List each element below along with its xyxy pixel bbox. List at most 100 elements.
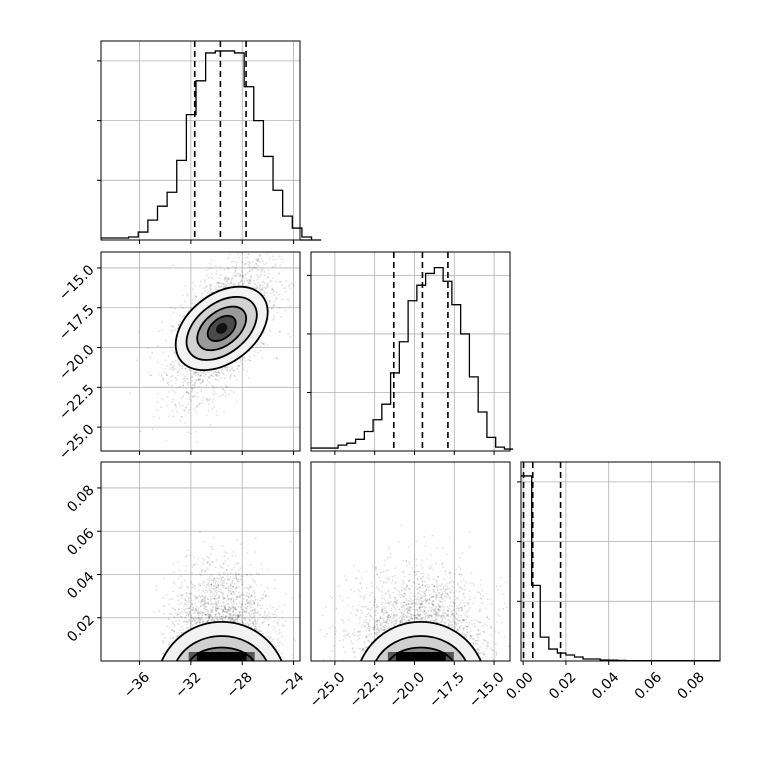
sample-point: [222, 614, 225, 616]
sample-point: [227, 577, 229, 580]
sample-point: [221, 388, 224, 391]
sample-point: [212, 401, 214, 403]
sample-point: [195, 622, 198, 625]
sample-point: [178, 324, 180, 327]
sample-point: [229, 593, 232, 596]
sample-point: [211, 616, 214, 619]
sample-point: [241, 274, 244, 277]
sample-point: [214, 373, 217, 376]
sample-point: [246, 601, 249, 604]
sample-point: [230, 373, 233, 376]
sample-point: [193, 556, 196, 559]
sample-point: [222, 576, 225, 579]
sample-point: [185, 627, 188, 629]
sample-point: [191, 387, 194, 390]
sample-point: [224, 275, 227, 278]
sample-point: [242, 368, 245, 371]
sample-point: [201, 589, 204, 592]
sample-point: [240, 280, 242, 282]
sample-point: [231, 604, 233, 607]
sample-point: [261, 621, 264, 624]
sample-point: [279, 641, 281, 644]
sample-point: [266, 276, 269, 279]
sample-point: [182, 621, 185, 623]
sample-point: [253, 582, 256, 584]
sample-point: [223, 389, 226, 392]
panel-content: [139, 531, 300, 661]
sample-point: [267, 269, 270, 272]
sample-point: [238, 573, 241, 576]
sample-point: [245, 262, 248, 265]
sample-point: [222, 285, 225, 288]
sample-point: [255, 263, 258, 266]
sample-point: [210, 284, 213, 287]
sample-point: [266, 284, 269, 287]
sample-point: [177, 323, 180, 326]
sample-point: [173, 582, 176, 585]
sample-point: [272, 638, 275, 641]
sample-point: [345, 578, 347, 581]
sample-point: [230, 597, 233, 600]
sample-point: [217, 611, 220, 614]
sample-point: [237, 580, 240, 583]
sample-point: [218, 371, 221, 374]
sample-point: [169, 375, 172, 378]
sample-point: [200, 611, 203, 614]
sample-point: [242, 594, 244, 597]
sample-point: [217, 607, 219, 610]
sample-point: [284, 280, 287, 282]
sample-point: [268, 257, 271, 260]
sample-point: [227, 277, 230, 280]
sample-point: [160, 374, 163, 377]
sample-point: [222, 610, 225, 613]
sample-point: [197, 612, 199, 614]
sample-point: [277, 633, 280, 635]
sample-point: [247, 596, 250, 599]
sample-point: [176, 614, 179, 617]
sample-point: [235, 596, 238, 599]
sample-point: [181, 602, 184, 605]
sample-point: [249, 279, 252, 282]
sample-point: [209, 423, 212, 426]
sample-point: [209, 263, 212, 265]
sample-point: [209, 615, 212, 618]
sample-point: [173, 390, 176, 393]
sample-point: [176, 387, 179, 389]
sample-point: [229, 607, 232, 610]
sample-point: [190, 599, 193, 602]
sample-point: [281, 624, 284, 626]
sample-point: [222, 562, 225, 565]
sample-point: [198, 620, 201, 623]
sample-point: [237, 614, 240, 617]
sample-point: [235, 590, 238, 593]
sample-point: [205, 397, 208, 400]
sample-point: [245, 574, 248, 577]
sample-point: [251, 267, 254, 269]
sample-point: [272, 305, 275, 308]
sample-point: [190, 622, 193, 625]
sample-point: [231, 568, 234, 571]
sample-point: [228, 282, 231, 285]
sample-point: [425, 589, 428, 591]
sample-point: [209, 611, 212, 614]
sample-point: [273, 587, 276, 590]
sample-point: [280, 635, 283, 638]
sample-point: [239, 273, 242, 276]
sample-point: [217, 600, 220, 602]
sample-point: [225, 600, 228, 603]
sample-point: [188, 607, 191, 610]
sample-point: [234, 607, 237, 610]
sample-point: [225, 611, 228, 614]
sample-point: [231, 554, 234, 557]
sample-point: [240, 603, 243, 605]
sample-point: [209, 595, 212, 598]
sample-point: [256, 604, 259, 607]
sample-point: [272, 258, 275, 261]
sample-point: [278, 619, 280, 622]
sample-point: [198, 621, 201, 624]
sample-point: [241, 583, 244, 586]
sample-point: [253, 616, 256, 619]
sample-point: [275, 357, 278, 360]
sample-point: [225, 582, 228, 585]
sample-point: [165, 440, 168, 442]
